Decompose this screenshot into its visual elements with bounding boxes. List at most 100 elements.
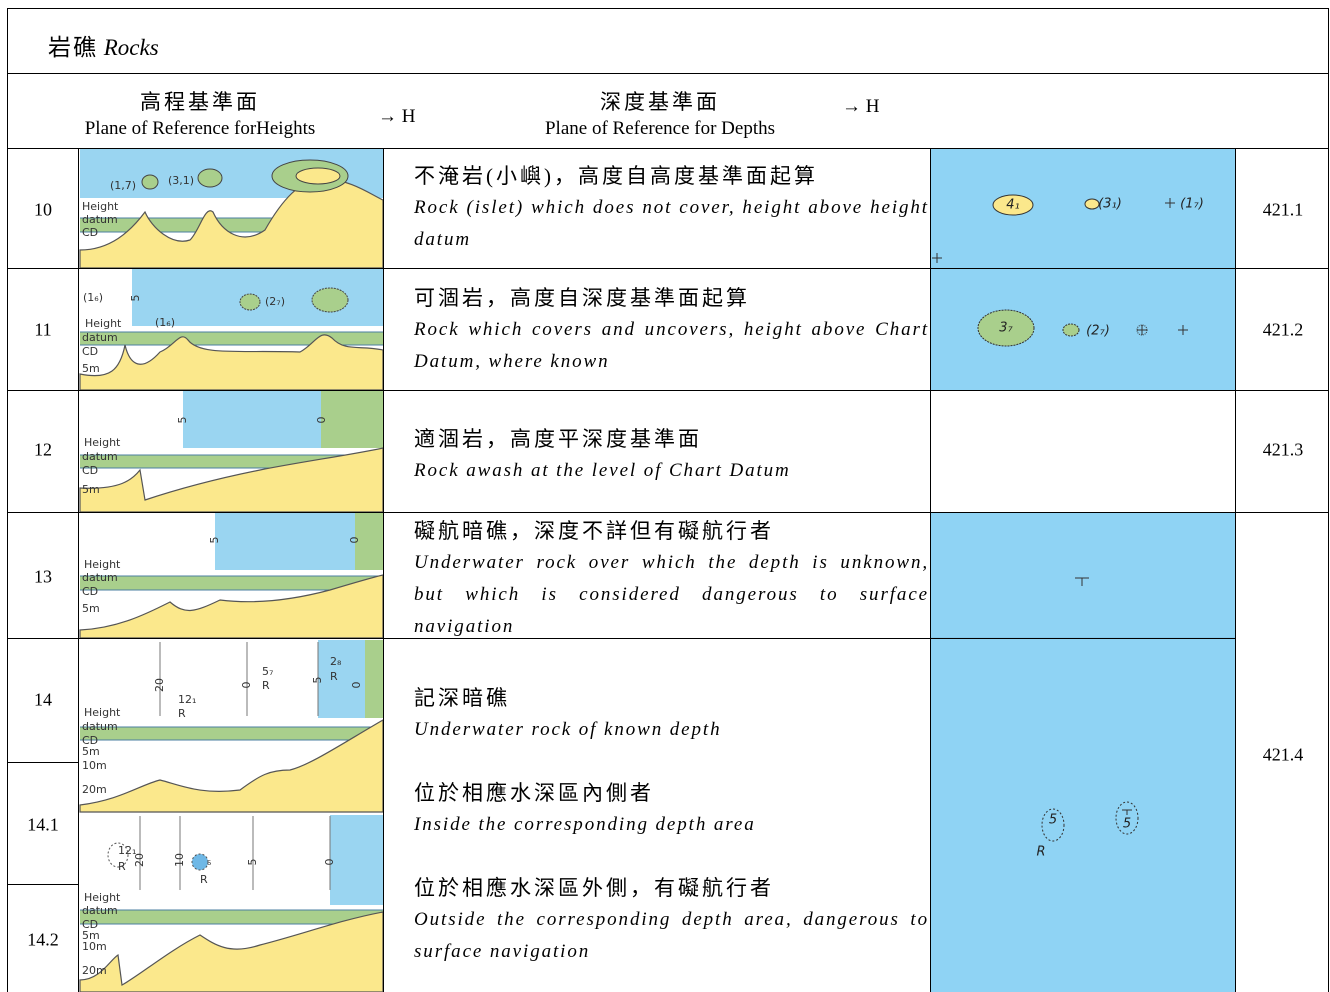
header-text: → H: [842, 96, 880, 117]
water: [330, 815, 383, 905]
diagram-label: 20: [153, 678, 166, 692]
description-zh: 記深暗礁: [414, 686, 510, 710]
water: [183, 390, 321, 448]
reference: 421.3: [1262, 439, 1304, 460]
terrain: [79, 574, 384, 639]
border: [7, 390, 1329, 391]
terrain: [79, 447, 384, 513]
description-en: Underwater rock over which the depth is …: [414, 552, 929, 637]
land-area: [355, 512, 383, 570]
border: [383, 148, 384, 992]
diagram-label: CD: [82, 464, 98, 477]
diagram-label: 5: [246, 859, 259, 866]
diagram-label: 10: [173, 853, 186, 867]
diagram-label: Height: [84, 706, 121, 719]
header-text: Plane of Reference forHeights: [84, 118, 316, 139]
header-text: → H: [378, 106, 416, 127]
description-zh: 礙航暗礁，深度不詳但有礙航行者: [414, 519, 774, 543]
datum-band: [80, 332, 383, 345]
islet: [197, 168, 223, 188]
diagram-label: (1,7): [110, 179, 136, 192]
row-number: 14.2: [27, 929, 59, 950]
border: [7, 884, 79, 885]
diagram-label: CD: [82, 918, 98, 931]
diagram-label: 0: [350, 682, 363, 689]
diagram-label: 10m: [82, 759, 107, 772]
reference: 421.4: [1262, 744, 1304, 765]
land-area: [321, 390, 383, 448]
description: 記深暗礁 Underwater rock of known depth: [414, 682, 929, 746]
border: [7, 762, 79, 763]
diagram-label: datum: [82, 450, 118, 463]
datum-band: [80, 576, 383, 590]
diagram-label: R: [178, 707, 186, 720]
symbol-label: (2₇): [1086, 324, 1110, 339]
reference: 421.2: [1262, 319, 1304, 340]
diagram-label: 5₇: [262, 665, 273, 678]
description-zh: 不淹岩(小嶼)，高度自高度基準面起算: [414, 164, 818, 188]
symbol-rock: [977, 309, 1035, 347]
rock: [311, 287, 349, 313]
symbol-rock: [1115, 801, 1139, 835]
description: 位於相應水深區外側，有礙航行者 Outside the corresponding…: [414, 872, 929, 968]
border: [1328, 8, 1329, 992]
diagram-label: 0: [348, 537, 361, 544]
description-en: Outside the corresponding depth area, da…: [414, 909, 929, 962]
symbol-label: 3₇: [999, 321, 1013, 336]
diagram-label: 5m: [82, 602, 100, 615]
diagram-label: Height: [84, 436, 121, 449]
symbol-background: [931, 638, 1235, 992]
diagram-label: 5m: [82, 929, 100, 942]
description-zh: 可涸岩，高度自深度基準面起算: [414, 286, 750, 310]
title: 岩礁 Rocks: [48, 28, 159, 62]
header-text: 深度基準面: [600, 90, 720, 114]
diagram-label: (2₇): [265, 295, 285, 308]
diagram-label: 0: [323, 859, 336, 866]
rock: [107, 842, 129, 868]
diagram-label: CD: [82, 585, 98, 598]
border: [930, 148, 931, 992]
diagram-label: R: [200, 873, 208, 886]
water: [318, 640, 365, 718]
diagram-label: 5: [208, 537, 221, 544]
symbol-background: [931, 512, 1235, 638]
diagram-label: 12₁: [178, 693, 196, 706]
description-en: Rock awash at the level of Chart Datum: [414, 460, 791, 481]
diagram-label: 10m: [82, 940, 107, 953]
row-number: 13: [34, 566, 52, 587]
border: [7, 148, 1329, 149]
diagram-label: 2₈: [330, 655, 342, 668]
border: [78, 148, 79, 992]
header-text: Plane of Reference for Depths: [544, 118, 775, 139]
border: [7, 8, 1329, 9]
border: [7, 268, 1329, 269]
diagram-label: CD: [82, 345, 98, 358]
header-text: 高程基準面: [140, 90, 260, 114]
border: [7, 73, 1329, 74]
diagram-label: datum: [82, 904, 118, 917]
description-en: Inside the corresponding depth area: [414, 814, 756, 835]
border: [1235, 148, 1236, 992]
diagram-label: Height: [84, 558, 121, 571]
diagram-label: datum: [82, 571, 118, 584]
symbol-rock: [1062, 323, 1080, 337]
diagram-label: (1₆): [155, 316, 175, 329]
symbol-rock: [1041, 808, 1065, 842]
symbol-label: 5: [1123, 817, 1131, 832]
reference: 421.1: [1262, 199, 1304, 220]
row-number: 12: [34, 439, 52, 460]
diagram-label: datum: [82, 213, 118, 226]
description-zh: 位於相應水深區內側者: [414, 781, 654, 805]
diagram-label: datum: [82, 720, 118, 733]
diagram-label: 5: [311, 677, 324, 684]
row-number: 14: [34, 689, 52, 710]
description-zh: 適涸岩，高度平深度基準面: [414, 427, 702, 451]
description: 礙航暗礁，深度不詳但有礙航行者 Underwater rock over whic…: [414, 515, 929, 643]
diagram-label: CD: [82, 226, 98, 239]
symbol-background: [931, 148, 1235, 268]
border: [7, 8, 8, 992]
symbol-label: R: [1036, 845, 1045, 860]
symbol-label: (3₁): [1098, 197, 1122, 212]
description: 可涸岩，高度自深度基準面起算 Rock which covers and unco…: [414, 282, 929, 378]
